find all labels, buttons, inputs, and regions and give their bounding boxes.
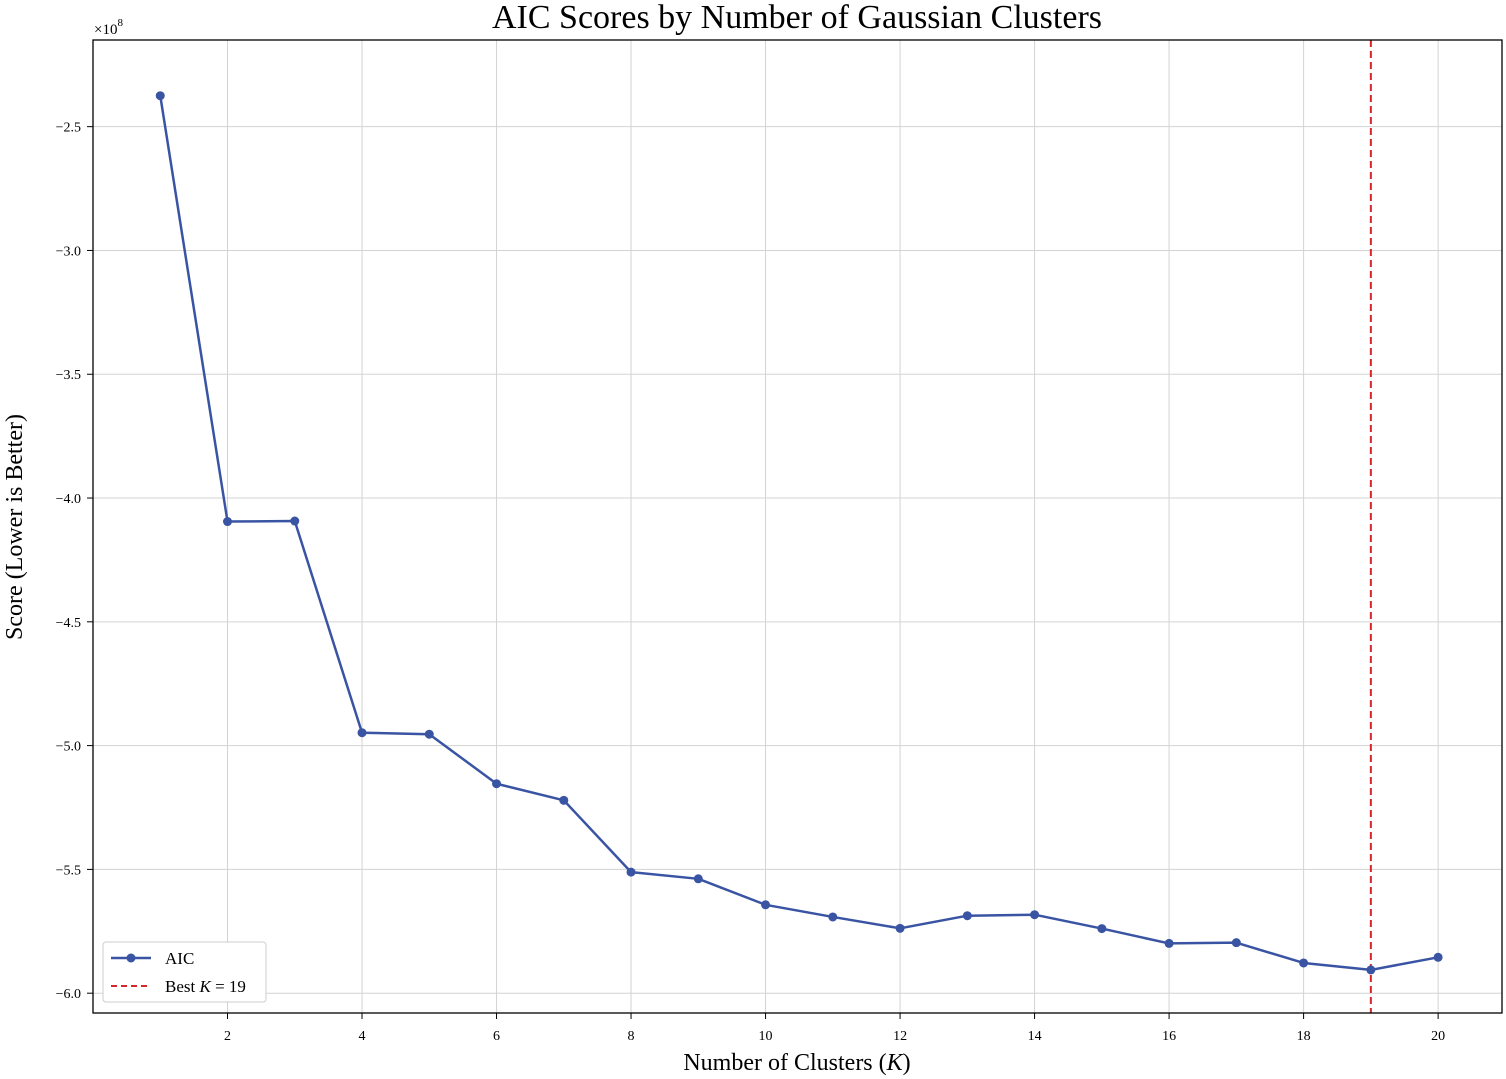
y-tick-label: −4.5 (56, 616, 81, 631)
y-multiplier-exponent: 8 (117, 17, 123, 29)
x-tick-label: 8 (628, 1029, 635, 1044)
aic-data-point (828, 912, 838, 922)
aic-data-point (290, 516, 300, 526)
aic-data-point (626, 867, 636, 877)
aic-data-point (492, 779, 502, 789)
y-multiplier-base: ×10 (94, 22, 117, 38)
legend: AIC Best K = 19 (102, 941, 267, 1003)
y-axis-multiplier: ×108 (94, 17, 123, 38)
x-tick-label: 10 (759, 1029, 773, 1044)
aic-data-point (1030, 910, 1040, 920)
x-tick-label: 20 (1431, 1029, 1445, 1044)
x-tick-label: 14 (1028, 1029, 1042, 1044)
y-tick-label: −5.5 (56, 863, 81, 878)
best-label-variable: K (198, 977, 212, 996)
y-tick-label: −6.0 (56, 987, 81, 1002)
aic-data-point (1231, 938, 1241, 948)
aic-data-point (559, 795, 569, 805)
x-tick-label: 2 (224, 1029, 231, 1044)
aic-data-point (1164, 938, 1174, 948)
plot-frame (92, 39, 1503, 1014)
grid-lines (93, 40, 1502, 1013)
best-label-suffix: = 19 (211, 977, 246, 996)
chart-title: AIC Scores by Number of Gaussian Cluster… (492, 0, 1102, 36)
x-tick-label: 6 (493, 1029, 500, 1044)
y-tick-label: −5.0 (56, 740, 81, 755)
x-tick-label: 18 (1297, 1029, 1311, 1044)
x-label-suffix: ) (903, 1050, 911, 1076)
aic-data-point (962, 911, 972, 921)
aic-data-point (693, 874, 703, 884)
aic-data-point (761, 900, 771, 910)
x-tick-label: 12 (893, 1029, 907, 1044)
y-tick-label: −4.0 (56, 492, 81, 507)
best-label-prefix: Best (165, 977, 199, 996)
x-label-variable: K (886, 1050, 905, 1076)
x-axis-ticks: 2 4 6 8 10 12 14 16 18 20 (224, 1013, 1445, 1044)
aic-data-point (424, 729, 434, 739)
legend-best-k-label: Best K = 19 (165, 977, 246, 996)
series-layer (155, 91, 1443, 975)
legend-aic-label: AIC (165, 949, 194, 968)
aic-data-point (895, 923, 905, 933)
aic-data-point (1299, 958, 1309, 968)
aic-data-point (155, 91, 165, 101)
y-tick-label: −2.5 (56, 121, 81, 136)
x-axis-label: Number of Clusters (K) (683, 1050, 910, 1076)
x-tick-label: 16 (1162, 1029, 1176, 1044)
aic-data-point (1433, 952, 1443, 962)
y-tick-label: −3.0 (56, 244, 81, 259)
aic-data-point (1097, 924, 1107, 934)
y-axis-label: Score (Lower is Better) (2, 414, 28, 640)
aic-data-point (1366, 965, 1376, 975)
aic-data-point (357, 728, 367, 738)
aic-data-point (223, 517, 233, 527)
legend-aic-marker (126, 953, 136, 963)
y-axis-ticks: −2.5 −3.0 −3.5 −4.0 −4.5 −5.0 −5.5 −6.0 (56, 121, 93, 1002)
aic-series-line (159, 95, 1439, 972)
y-tick-label: −3.5 (56, 368, 81, 383)
x-tick-label: 4 (359, 1029, 366, 1044)
x-label-prefix: Number of Clusters ( (683, 1050, 886, 1076)
